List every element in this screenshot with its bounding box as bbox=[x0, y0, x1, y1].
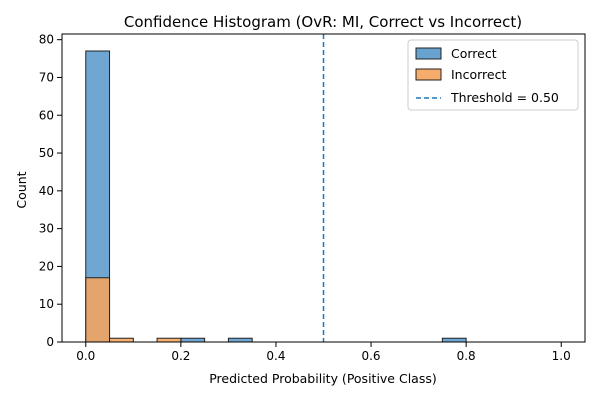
bar-incorrect-1 bbox=[109, 337, 134, 343]
y-tick-label-6: 60 bbox=[39, 108, 54, 122]
bar-incorrect-0 bbox=[85, 277, 111, 343]
bar-correct-2 bbox=[227, 337, 253, 343]
ticks-layer: 0.0 0.2 0.4 0.6 0.8 1.0 0 10 20 30 40 50 60 70 80 bbox=[39, 33, 571, 363]
y-tick-label-2: 20 bbox=[39, 259, 54, 273]
x-tick-label-5: 1.0 bbox=[552, 349, 571, 363]
legend-label-incorrect: Incorrect bbox=[451, 67, 506, 82]
y-tick-label-3: 30 bbox=[39, 222, 54, 236]
bar-incorrect-2 bbox=[156, 337, 182, 343]
bar-correct-3 bbox=[441, 337, 467, 343]
x-tick-label-4: 0.8 bbox=[457, 349, 476, 363]
x-tick-label-2: 0.4 bbox=[266, 349, 285, 363]
y-tick-label-5: 50 bbox=[39, 146, 54, 160]
legend-label-correct: Correct bbox=[451, 46, 497, 61]
axes-layer bbox=[61, 33, 586, 343]
chart-title: Confidence Histogram (OvR: MI, Correct v… bbox=[124, 13, 522, 31]
bar-correct-1 bbox=[180, 337, 206, 343]
legend-frame bbox=[407, 39, 579, 111]
plot-frame bbox=[61, 33, 586, 343]
y-tick-label-1: 10 bbox=[39, 297, 54, 311]
x-tick-label-3: 0.6 bbox=[361, 349, 380, 363]
legend-label-threshold: Threshold = 0.50 bbox=[450, 90, 559, 105]
legend-swatch-correct bbox=[415, 47, 442, 60]
y-tick-label-0: 0 bbox=[46, 335, 54, 349]
y-tick-label-7: 70 bbox=[39, 70, 54, 84]
legend-swatch-incorrect bbox=[415, 68, 442, 81]
y-tick-label-8: 80 bbox=[39, 33, 54, 47]
x-tick-label-0: 0.0 bbox=[76, 349, 95, 363]
y-axis-label: Count bbox=[14, 171, 29, 208]
legend: Correct Incorrect Threshold = 0.50 bbox=[407, 39, 579, 111]
y-tick-label-4: 40 bbox=[39, 184, 54, 198]
x-axis-label: Predicted Probability (Positive Class) bbox=[209, 371, 437, 386]
x-tick-label-1: 0.2 bbox=[171, 349, 190, 363]
